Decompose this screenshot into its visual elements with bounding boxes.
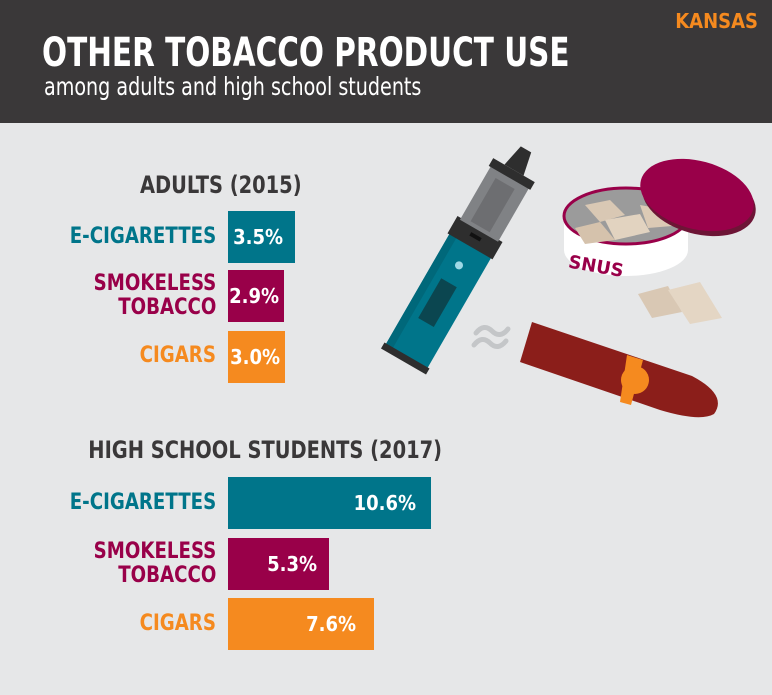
page-title: OTHER TOBACCO PRODUCT USE — [42, 30, 570, 76]
bar-value: 3.0% — [230, 345, 280, 369]
cigar-icon — [520, 322, 718, 418]
e-cigarette-icon — [380, 146, 535, 375]
label-hs-smokeless: SMOKELESS TOBACCO — [93, 540, 216, 588]
smoke-icon — [471, 325, 511, 349]
page-subtitle: among adults and high school students — [44, 72, 422, 101]
bar-value: 3.5% — [233, 225, 283, 249]
label-line: TOBACCO — [117, 563, 216, 588]
bar-adults-smokeless: 2.9% — [228, 270, 284, 322]
bar-value: 2.9% — [229, 284, 279, 308]
label-line: SMOKELESS — [93, 539, 216, 564]
bar-value: 7.6% — [306, 612, 356, 636]
label-adults-cigars: CIGARS — [139, 343, 216, 368]
label-line: TOBACCO — [117, 295, 216, 320]
bar-value: 10.6% — [353, 491, 416, 515]
header-banner: KANSAS OTHER TOBACCO PRODUCT USE among a… — [0, 0, 772, 123]
bar-adults-e-cigarettes: 3.5% — [228, 211, 295, 263]
label-adults-e-cigarettes: E-CIGARETTES — [69, 224, 216, 249]
section-title-high-school: HIGH SCHOOL STUDENTS (2017) — [88, 436, 442, 464]
bar-hs-smokeless: 5.3% — [228, 538, 329, 590]
label-line: SMOKELESS — [93, 271, 216, 296]
label-hs-cigars: CIGARS — [139, 611, 216, 636]
bar-value: 5.3% — [267, 552, 317, 576]
label-adults-smokeless: SMOKELESS TOBACCO — [93, 272, 216, 320]
bar-hs-cigars: 7.6% — [228, 598, 374, 650]
section-title-adults: ADULTS (2015) — [140, 171, 302, 199]
snus-can-icon: SNUS — [562, 158, 756, 324]
bar-adults-cigars: 3.0% — [228, 331, 285, 383]
bar-hs-e-cigarettes: 10.6% — [228, 477, 431, 529]
state-name: KANSAS — [675, 9, 758, 33]
label-hs-e-cigarettes: E-CIGARETTES — [69, 490, 216, 515]
